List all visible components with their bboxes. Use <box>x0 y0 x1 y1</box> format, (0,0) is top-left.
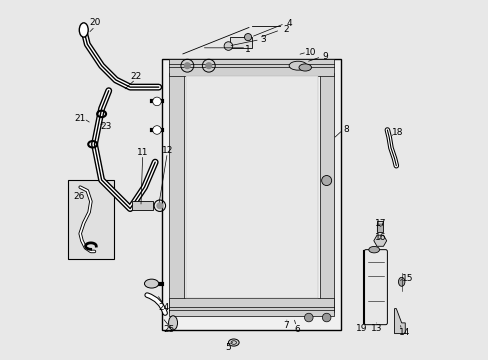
Text: 20: 20 <box>89 18 101 27</box>
Text: 10: 10 <box>304 48 316 57</box>
Text: 5: 5 <box>225 343 231 352</box>
Circle shape <box>244 33 251 41</box>
Ellipse shape <box>144 279 159 288</box>
Text: 25: 25 <box>163 325 175 334</box>
Text: 24: 24 <box>158 303 169 312</box>
Text: 19: 19 <box>355 324 366 333</box>
Text: 9: 9 <box>321 52 327 61</box>
Circle shape <box>224 42 232 50</box>
Bar <box>230 37 251 48</box>
Text: 12: 12 <box>162 146 173 155</box>
Circle shape <box>152 97 161 106</box>
Ellipse shape <box>288 61 306 70</box>
Polygon shape <box>394 309 405 334</box>
Text: 16: 16 <box>374 233 386 242</box>
FancyBboxPatch shape <box>364 249 386 325</box>
Text: 4: 4 <box>286 19 291 28</box>
FancyArrowPatch shape <box>147 295 165 313</box>
Text: 21: 21 <box>74 114 86 123</box>
Circle shape <box>152 126 161 134</box>
Text: 11: 11 <box>137 148 148 157</box>
Bar <box>377 221 382 232</box>
Bar <box>169 59 333 76</box>
Circle shape <box>321 176 331 185</box>
Text: 3: 3 <box>260 35 266 44</box>
Text: 26: 26 <box>74 192 85 201</box>
Ellipse shape <box>298 64 311 71</box>
Bar <box>169 73 183 312</box>
Text: 14: 14 <box>398 328 409 337</box>
Text: 7: 7 <box>283 321 288 330</box>
Text: 17: 17 <box>374 219 386 228</box>
Text: 23: 23 <box>100 122 111 131</box>
Text: 22: 22 <box>130 72 141 81</box>
Ellipse shape <box>228 339 239 346</box>
Bar <box>185 76 317 298</box>
Text: 13: 13 <box>370 324 381 333</box>
Text: 6: 6 <box>294 325 300 334</box>
Text: 2: 2 <box>283 26 289 35</box>
Circle shape <box>304 313 312 322</box>
Bar <box>169 298 333 316</box>
Ellipse shape <box>398 277 404 286</box>
Bar <box>132 202 153 210</box>
Ellipse shape <box>168 316 177 330</box>
Circle shape <box>322 313 330 322</box>
Text: 15: 15 <box>401 274 413 283</box>
Circle shape <box>184 63 190 68</box>
Polygon shape <box>373 235 386 246</box>
Circle shape <box>157 203 163 208</box>
Bar <box>67 180 114 258</box>
FancyArrowPatch shape <box>147 295 165 313</box>
Ellipse shape <box>79 23 88 37</box>
Text: 1: 1 <box>244 45 250 54</box>
Circle shape <box>205 63 211 68</box>
Bar <box>319 73 333 312</box>
Bar <box>162 59 340 330</box>
Text: 8: 8 <box>343 126 348 135</box>
Text: 18: 18 <box>391 128 403 137</box>
Ellipse shape <box>368 247 379 253</box>
